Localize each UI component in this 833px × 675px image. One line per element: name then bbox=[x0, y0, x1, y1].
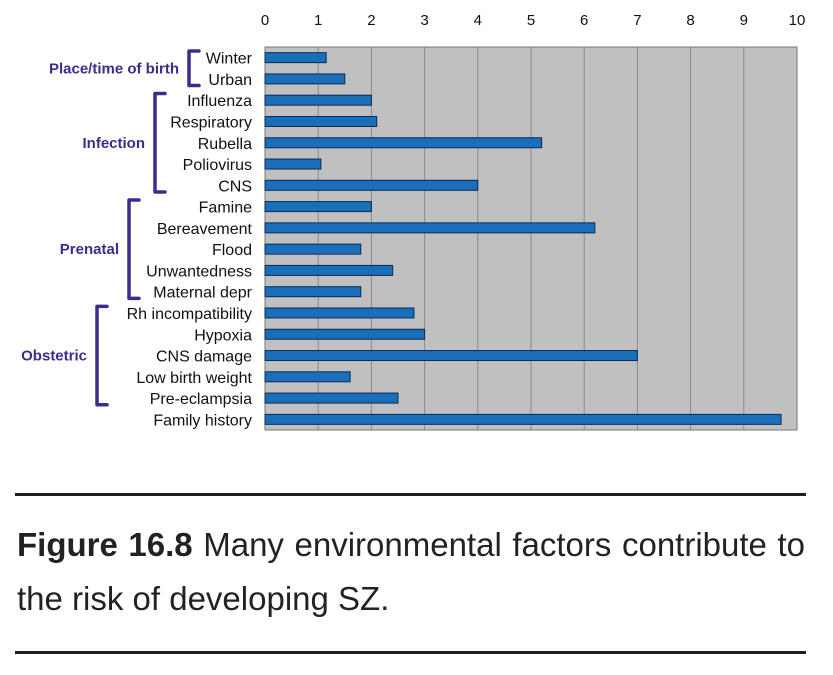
bar bbox=[264, 137, 543, 149]
category-label: Family history bbox=[153, 412, 252, 429]
category-label: Poliovirus bbox=[183, 157, 252, 174]
bar bbox=[264, 392, 399, 404]
group-label: Prenatal bbox=[60, 241, 119, 258]
x-tick-label: 2 bbox=[367, 12, 375, 29]
caption-bottom-rule bbox=[15, 651, 806, 654]
bar bbox=[264, 264, 394, 276]
category-label: Flood bbox=[212, 242, 252, 259]
group-bracket bbox=[95, 304, 109, 407]
bar bbox=[264, 413, 782, 425]
category-label: Urban bbox=[208, 72, 252, 89]
group-label: Infection bbox=[83, 135, 146, 152]
category-label: Winter bbox=[206, 51, 253, 68]
category-label: Low birth weight bbox=[136, 370, 252, 387]
bar bbox=[264, 286, 362, 298]
bar-chart: 0 1 2 3 4 5 6 7 8 9 10 Winter Urban Influenza Respirat… bbox=[21, 12, 806, 431]
x-tick-label: 8 bbox=[686, 12, 694, 29]
category-label: Bereavement bbox=[157, 221, 253, 238]
x-tick-label: 10 bbox=[789, 12, 806, 29]
category-label: CNS damage bbox=[156, 349, 252, 366]
bar bbox=[264, 179, 479, 191]
category-label: Unwantedness bbox=[146, 263, 252, 280]
x-tick-label: 1 bbox=[314, 12, 322, 29]
bar bbox=[264, 307, 415, 319]
figure-caption: Figure 16.8 Many environmental factors c… bbox=[17, 518, 805, 626]
category-label: Famine bbox=[199, 200, 252, 217]
category-label: Pre-eclampsia bbox=[150, 391, 252, 408]
x-tick-label: 9 bbox=[740, 12, 748, 29]
caption-top-rule bbox=[15, 493, 806, 496]
x-tick-label: 3 bbox=[420, 12, 428, 29]
category-label: Rh incompatibility bbox=[127, 306, 252, 323]
category-label: Rubella bbox=[198, 136, 252, 153]
bar bbox=[264, 328, 426, 340]
bar bbox=[264, 201, 372, 213]
category-label: Respiratory bbox=[170, 114, 252, 131]
x-tick-label: 6 bbox=[580, 12, 588, 29]
x-tick-label: 7 bbox=[633, 12, 641, 29]
plot-border bbox=[264, 46, 798, 431]
category-label: Maternal depr bbox=[153, 285, 252, 302]
group-label: Obstetric bbox=[21, 348, 87, 365]
bar bbox=[264, 350, 638, 362]
bar bbox=[264, 94, 372, 106]
group-bracket bbox=[153, 91, 167, 194]
group-bracket bbox=[187, 49, 201, 88]
figure-caption-text: Many environmental factors contribute to… bbox=[17, 526, 805, 617]
x-tick-label: 0 bbox=[261, 12, 269, 29]
bar bbox=[264, 52, 327, 64]
category-label: Influenza bbox=[187, 93, 252, 110]
category-label: CNS bbox=[218, 178, 252, 195]
figure-label: Figure 16.8 bbox=[17, 526, 193, 563]
bar bbox=[264, 222, 596, 234]
bar bbox=[264, 371, 351, 383]
bar bbox=[264, 158, 322, 170]
x-tick-label: 5 bbox=[527, 12, 535, 29]
category-label: Hypoxia bbox=[194, 327, 252, 344]
bar bbox=[264, 73, 346, 85]
group-label: Place/time of birth bbox=[49, 60, 179, 77]
group-bracket bbox=[127, 198, 141, 301]
bar bbox=[264, 243, 362, 255]
x-tick-label: 4 bbox=[474, 12, 482, 29]
bar bbox=[264, 115, 378, 127]
